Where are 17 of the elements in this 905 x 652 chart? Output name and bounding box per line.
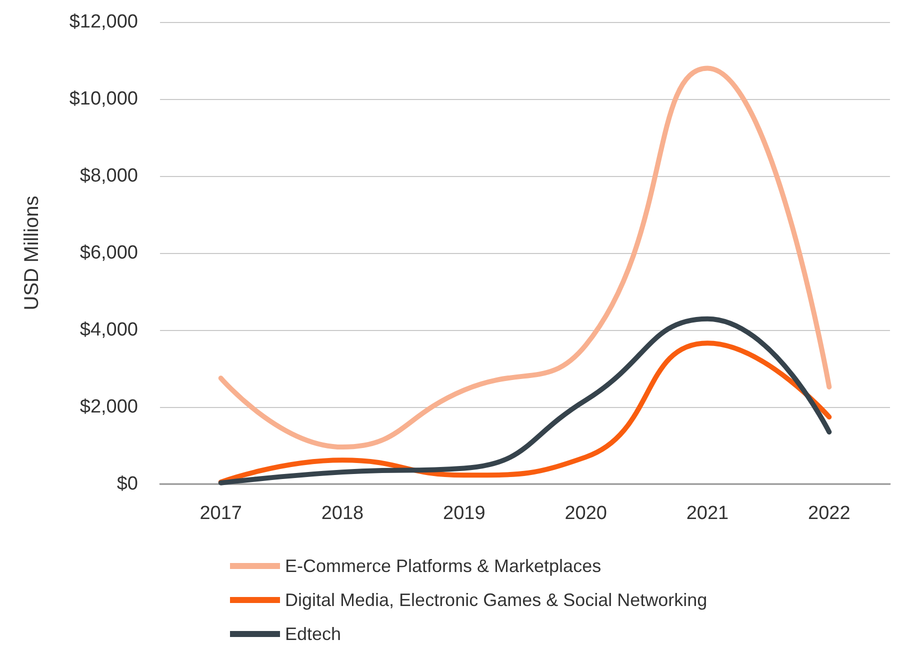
- x-tick-label: 2021: [686, 503, 729, 524]
- x-tick-label: 2022: [808, 503, 850, 524]
- y-tick-label: $10,000: [69, 88, 138, 110]
- y-tick-label: $8,000: [80, 166, 138, 186]
- y-tick-label: $12,000: [69, 12, 138, 32]
- legend-label: E-Commerce Platforms & Marketplaces: [285, 556, 602, 576]
- y-axis-title: USD Millions: [21, 196, 43, 310]
- x-tick-label: 2017: [200, 503, 242, 524]
- x-tick-label: 2018: [321, 503, 364, 524]
- y-tick-label: $6,000: [80, 242, 138, 264]
- y-tick-label: $2,000: [80, 396, 138, 418]
- y-tick-label: $4,000: [80, 320, 138, 340]
- legend-label: Edtech: [285, 624, 342, 644]
- y-tick-label: $0: [116, 474, 138, 494]
- x-tick-label: 2020: [564, 503, 607, 524]
- x-tick-label: 2019: [443, 503, 486, 524]
- legend-label: Digital Media, Electronic Games & Social Networking: [285, 590, 708, 610]
